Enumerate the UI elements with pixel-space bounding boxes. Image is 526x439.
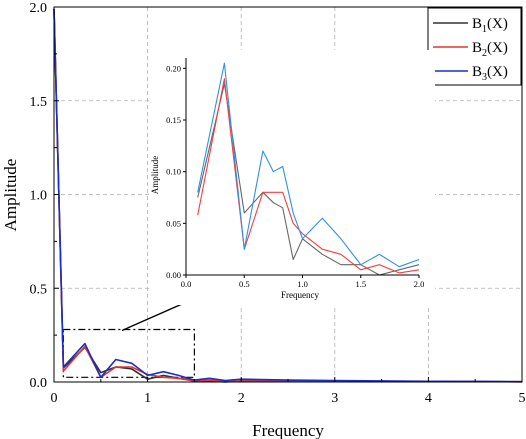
inset-x-tick-label: 0.5 bbox=[239, 279, 250, 289]
inset-x-tick-label: 1.0 bbox=[297, 279, 308, 289]
inset-x-tick-label: 2.0 bbox=[414, 279, 425, 289]
inset-y-tick-label: 0.15 bbox=[166, 115, 181, 125]
inset-y-tick-label: 0.05 bbox=[166, 218, 181, 228]
legend-label-sub: 2 bbox=[482, 48, 487, 59]
main-ticks: 0 1 2 3 4 5 0.0 0.5 1.0 1.5 2.0 bbox=[30, 1, 526, 406]
legend-label-suffix: (X) bbox=[487, 64, 508, 80]
legend-label-3: B3(X) bbox=[472, 64, 508, 83]
legend-label-main: B bbox=[472, 64, 482, 80]
x-axis-label: Frequency bbox=[252, 421, 324, 439]
x-tick-label: 1 bbox=[144, 391, 151, 406]
legend-label-suffix: (X) bbox=[487, 40, 508, 56]
inset-y-tick-label: 0.00 bbox=[166, 270, 181, 280]
inset-chart: 0.0 0.5 1.0 1.5 2.0 0.00 0.05 0.10 0.15 0.20 Freq… bbox=[150, 50, 435, 305]
inset-y-tick-label: 0.20 bbox=[166, 63, 181, 73]
inset-series-line-1 bbox=[197, 83, 420, 276]
x-tick-label: 4 bbox=[425, 391, 432, 406]
y-tick-label: 0.0 bbox=[30, 376, 48, 391]
inset-x-tick-label: 1.5 bbox=[355, 279, 366, 289]
legend-label-main: B bbox=[472, 16, 482, 32]
x-tick-label: 3 bbox=[331, 391, 338, 406]
legend-label-main: B bbox=[472, 40, 482, 56]
legend-label-2: B2(X) bbox=[472, 40, 508, 59]
inset-ticks: 0.0 0.5 1.0 1.5 2.0 0.00 0.05 0.10 0.15 0.20 bbox=[166, 63, 424, 289]
y-axis-label: Amplitude bbox=[1, 159, 20, 232]
x-tick-label: 0 bbox=[51, 391, 58, 406]
zoom-rectangle bbox=[62, 328, 195, 378]
y-tick-label: 1.5 bbox=[30, 95, 48, 110]
legend-label-1: B1(X) bbox=[472, 16, 508, 35]
legend-label-suffix: (X) bbox=[487, 16, 508, 32]
x-tick-label: 5 bbox=[519, 391, 526, 406]
legend: B1(X)B2(X)B3(X) bbox=[427, 7, 522, 86]
y-tick-label: 0.5 bbox=[30, 282, 48, 297]
y-tick-label: 1.0 bbox=[30, 189, 48, 204]
legend-label-sub: 1 bbox=[482, 24, 487, 35]
inset-background bbox=[150, 50, 435, 305]
inset-series-line-2 bbox=[197, 78, 420, 274]
inset-y-axis-label: Amplitude bbox=[150, 156, 160, 195]
inset-y-tick-label: 0.10 bbox=[166, 167, 181, 177]
inset-series-line-3 bbox=[197, 62, 420, 268]
inset-series bbox=[197, 62, 420, 276]
x-tick-label: 2 bbox=[238, 391, 245, 406]
y-tick-label: 2.0 bbox=[30, 1, 48, 16]
inset-x-axis-label: Frequency bbox=[281, 290, 319, 300]
inset-x-tick-label: 0.0 bbox=[181, 279, 192, 289]
legend-label-sub: 3 bbox=[482, 72, 487, 83]
zoom-box bbox=[62, 328, 195, 378]
